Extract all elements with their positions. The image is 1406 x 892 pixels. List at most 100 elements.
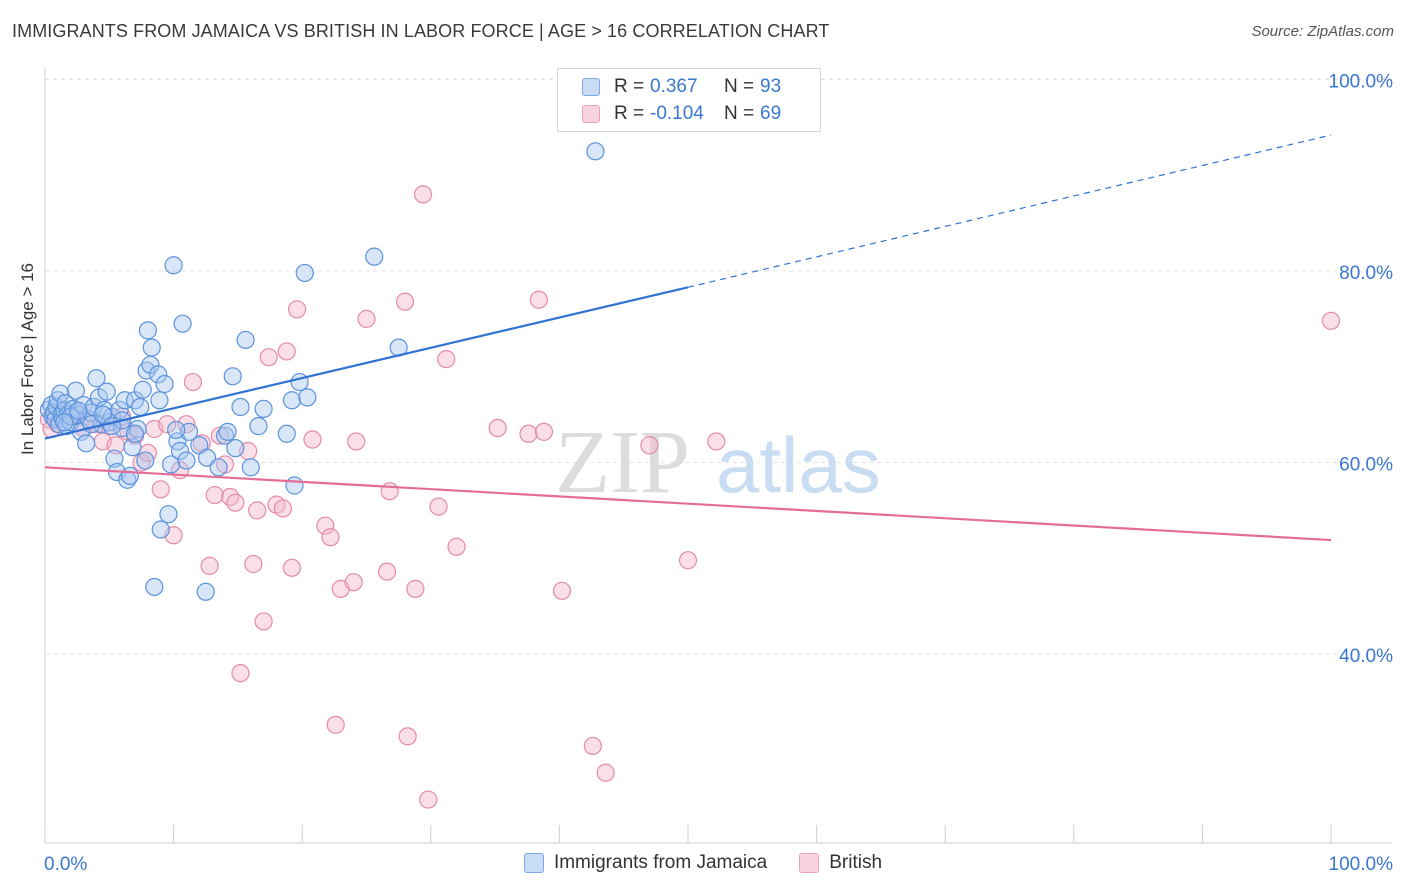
jamaica-point	[167, 420, 186, 440]
british-point	[377, 562, 397, 581]
jamaica-point	[159, 505, 178, 524]
jamaica-point	[226, 439, 245, 458]
jamaica-point	[142, 338, 161, 357]
british-point	[316, 516, 335, 535]
correlation-legend: R = 0.367 N = 93 R = -0.104 N = 69	[557, 68, 821, 132]
legend-n-value: 93	[760, 76, 782, 97]
legend-item-british[interactable]: British	[799, 852, 882, 874]
jamaica-point	[120, 466, 139, 486]
british-point	[273, 499, 293, 518]
jamaica-point	[66, 381, 85, 400]
legend-swatch-british	[582, 105, 600, 123]
legend-swatch-british	[799, 853, 820, 873]
british-point	[221, 487, 240, 507]
british-point	[707, 432, 726, 451]
british-point	[254, 612, 273, 631]
jamaica-point	[105, 449, 124, 468]
british-point	[640, 436, 659, 455]
jamaica-point	[164, 256, 183, 275]
british-point	[259, 348, 278, 367]
jamaica-point	[295, 263, 314, 283]
x-tick-label: 100.0%	[1329, 854, 1394, 875]
jamaica-point	[149, 365, 168, 384]
british-point	[303, 430, 322, 449]
legend-swatch-jamaica	[523, 853, 544, 873]
jamaica-point	[173, 314, 192, 333]
jamaica-point	[218, 422, 237, 441]
trend-lines	[44, 134, 1332, 542]
tick-labels: 40.0% 60.0% 80.0% 100.0% 0.0% 100.0%	[44, 72, 1393, 876]
jamaica-point	[365, 247, 384, 266]
british-point	[447, 537, 466, 556]
jamaica-point	[150, 391, 169, 410]
jamaica-point	[177, 451, 196, 470]
british-point	[413, 185, 433, 204]
source-label: Source: ZipAtlas.com	[1251, 23, 1394, 40]
jamaica-point	[151, 520, 170, 539]
british-point	[596, 763, 615, 782]
british-point	[344, 573, 363, 592]
watermark-atlas: atlas	[716, 421, 881, 509]
british-point	[287, 300, 307, 319]
jamaica-point	[110, 400, 129, 419]
jamaica-point	[196, 582, 215, 601]
british-point	[552, 581, 572, 600]
british-point	[395, 292, 415, 311]
legend-r-label: R =	[614, 103, 645, 124]
jamaica-point	[136, 451, 155, 470]
jamaica-point	[282, 391, 302, 410]
jamaica-point	[97, 382, 116, 401]
british-point	[205, 485, 224, 505]
legend-n-label: N =	[724, 76, 755, 97]
axes	[44, 68, 1392, 844]
british-point	[192, 434, 211, 453]
jamaica-point	[277, 424, 296, 443]
legend-item-jamaica[interactable]: Immigrants from Jamaica	[523, 852, 767, 874]
jamaica-point	[249, 417, 268, 436]
british-point	[519, 424, 538, 443]
jamaica-point	[285, 476, 304, 495]
jamaica-point	[298, 388, 317, 407]
british-point	[1321, 311, 1341, 330]
british-point	[406, 579, 425, 598]
y-tick-label: 80.0%	[1339, 263, 1393, 284]
jamaica-point	[241, 458, 260, 477]
jamaica-point	[102, 417, 121, 436]
jamaica-point	[209, 458, 228, 477]
jamaica-point	[51, 384, 70, 403]
jamaica-point	[155, 374, 174, 394]
jamaica-point	[69, 401, 88, 420]
jamaica-points	[39, 142, 605, 601]
british-point	[158, 415, 177, 434]
watermark-zip: ZIP	[555, 413, 690, 512]
jamaica-point	[161, 455, 181, 474]
jamaica-point	[125, 424, 145, 443]
british-point	[347, 432, 366, 451]
british-point	[357, 309, 376, 328]
jamaica-point	[236, 330, 255, 350]
jamaica-point	[55, 413, 74, 432]
british-point	[583, 736, 602, 756]
legend-label-british: British	[829, 852, 883, 873]
british-trend-line	[44, 466, 1332, 542]
legend-n-value: 69	[760, 103, 782, 124]
british-point	[282, 558, 302, 577]
jamaica-point	[145, 577, 164, 597]
jamaica-point	[231, 397, 250, 417]
british-point	[380, 482, 399, 501]
british-point	[398, 727, 417, 746]
watermark: ZIP atlas	[555, 413, 881, 512]
jamaica-trend-line	[44, 286, 689, 440]
british-point	[429, 497, 448, 516]
jamaica-point	[131, 397, 150, 417]
y-tick-label: 40.0%	[1339, 646, 1393, 667]
british-point	[419, 790, 438, 809]
legend-r-label: R =	[614, 76, 645, 97]
british-point	[534, 422, 554, 441]
jamaica-point	[77, 434, 96, 453]
british-point	[244, 554, 263, 574]
british-point	[529, 290, 548, 309]
jamaica-point	[223, 367, 242, 386]
british-point	[437, 349, 456, 369]
british-point	[151, 480, 170, 499]
